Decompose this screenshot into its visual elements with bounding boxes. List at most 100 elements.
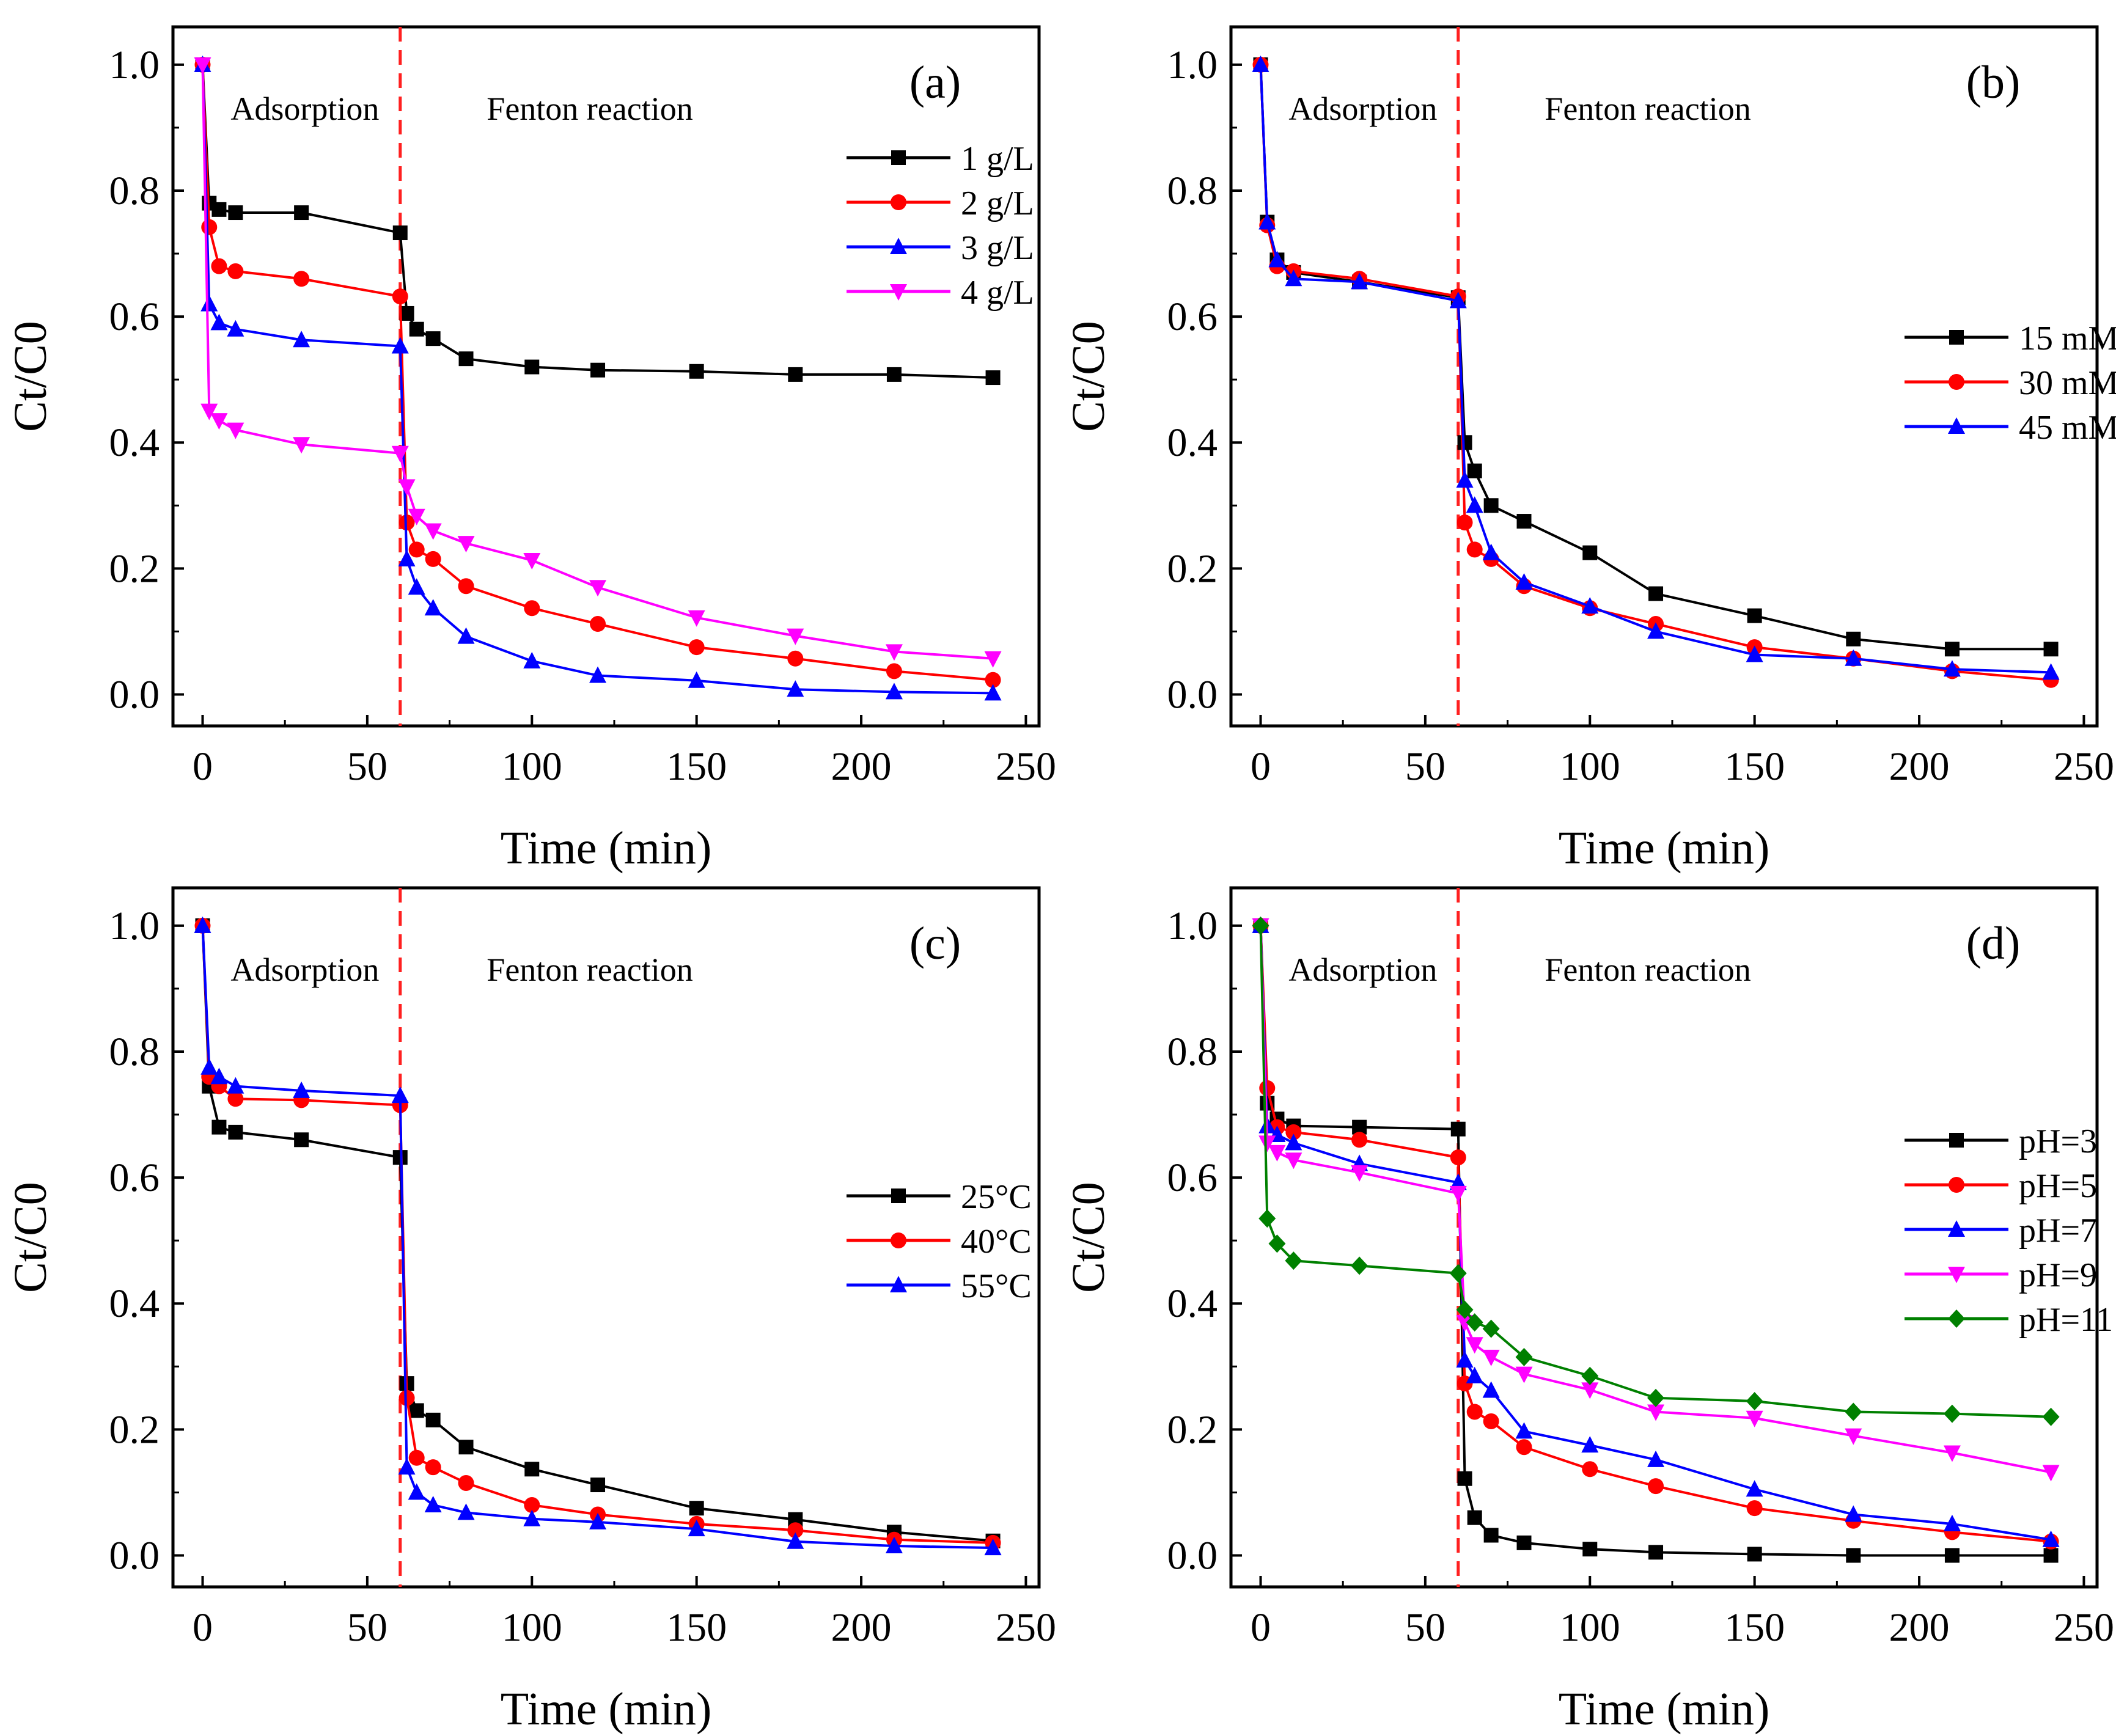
panel-d: 0 50 100 150 200 250 0.0 0.2 0.4 0.6 0.8 1.0 Time (m…: [1063, 886, 2114, 1735]
series-line: [1259, 925, 2051, 1418]
data-point: [409, 321, 424, 337]
data-point: [787, 628, 804, 645]
y-tick-label: 0.0: [109, 672, 160, 717]
data-point: [424, 523, 442, 540]
y-tick-label: 0.4: [1167, 420, 1218, 465]
data-point: [1515, 1422, 1533, 1439]
data-point: [227, 320, 244, 337]
data-point: [1515, 1366, 1533, 1383]
data-point: [1466, 1313, 1483, 1332]
y-tick-label: 0.4: [109, 1281, 160, 1326]
legend-label: pH=5: [2019, 1167, 2097, 1205]
data-point: [1466, 496, 1483, 513]
y-tick-label: 0.8: [1167, 169, 1218, 213]
legend-label: 2 g/L: [961, 185, 1034, 222]
legend-label: 3 g/L: [961, 229, 1034, 267]
series-line: [1259, 925, 2051, 1474]
data-point: [1268, 251, 1286, 268]
panel-c: 0 50 100 150 200 250 0.0 0.2 0.4 0.6 0.8 1.0 Time (m…: [5, 886, 1056, 1735]
y-tick-label: 0.2: [109, 546, 160, 591]
data-point: [590, 1478, 606, 1493]
data-point: [211, 258, 227, 274]
y-tick-label: 1.0: [1167, 43, 1218, 87]
series-line: [201, 64, 993, 681]
x-tick-label: 50: [1405, 1605, 1446, 1650]
data-point: [1351, 273, 1368, 290]
y-tick-label: 0.0: [1167, 672, 1218, 717]
data-point: [1456, 471, 1474, 488]
legend-marker: [1948, 417, 1965, 434]
series-pH=5: [1252, 917, 2059, 1550]
data-point: [1647, 622, 1665, 639]
data-point: [688, 1520, 705, 1537]
annotation-fenton: Fenton reaction: [1545, 951, 1750, 988]
x-tick-label: 150: [666, 744, 727, 789]
data-point: [688, 610, 705, 627]
y-axis-label: Ct/C0: [1063, 1182, 1114, 1293]
annotation-fenton: Fenton reaction: [487, 90, 692, 127]
plot-frame: [1229, 25, 2099, 728]
annotation-adsorption: Adsorption: [1288, 90, 1437, 127]
data-point: [1516, 514, 1532, 529]
plot-frame: [171, 886, 1041, 1589]
legend-marker: [1948, 1309, 1965, 1328]
series-line: [1259, 64, 2051, 651]
data-point: [984, 684, 1002, 701]
data-point: [408, 541, 425, 558]
data-point: [228, 1124, 243, 1140]
data-point: [1846, 1548, 1861, 1563]
data-point: [886, 367, 902, 382]
data-point: [787, 680, 804, 697]
series-line: [201, 64, 993, 660]
data-point: [985, 672, 1001, 688]
data-point: [210, 413, 228, 430]
data-point: [1582, 545, 1598, 560]
data-point: [787, 650, 804, 667]
legend-marker: [891, 1188, 906, 1203]
legend-marker: [1948, 1267, 1965, 1283]
data-point: [399, 1390, 415, 1406]
data-point: [201, 219, 218, 235]
data-point: [425, 1412, 441, 1427]
data-point: [1483, 1413, 1499, 1429]
data-point: [1581, 1382, 1599, 1399]
annotation-adsorption: Adsorption: [230, 90, 379, 127]
data-point: [1747, 1547, 1762, 1562]
data-point: [787, 1522, 804, 1539]
legend-marker: [1949, 330, 1964, 345]
y-tick-label: 0.8: [1167, 1030, 1218, 1074]
data-point: [523, 1509, 541, 1526]
panel-label: (c): [909, 918, 961, 969]
data-point: [1351, 1132, 1368, 1148]
series-pH=7: [1252, 916, 2060, 1547]
series-55°C: [194, 916, 1002, 1556]
data-point: [1944, 642, 1960, 657]
y-tick-label: 0.4: [1167, 1281, 1218, 1326]
data-point: [398, 1458, 416, 1475]
data-point: [425, 1459, 441, 1476]
data-point: [210, 313, 228, 331]
data-point: [590, 616, 606, 632]
data-point: [689, 364, 704, 379]
series-line: [201, 925, 993, 1550]
data-point: [1258, 213, 1276, 230]
legend-marker: [1948, 1220, 1965, 1237]
data-point: [885, 644, 903, 661]
data-point: [524, 1497, 540, 1514]
x-tick-label: 200: [831, 744, 892, 789]
data-point: [1482, 543, 1500, 560]
data-point: [1450, 1121, 1466, 1137]
legend-marker: [891, 1232, 906, 1248]
data-point: [1944, 1548, 1960, 1563]
data-point: [458, 1474, 474, 1491]
series-pH=11: [1252, 916, 2060, 1426]
data-point: [1457, 515, 1473, 531]
data-point: [787, 1532, 804, 1549]
series-25°C: [195, 918, 1001, 1548]
data-point: [293, 1081, 310, 1098]
x-tick-label: 200: [831, 1605, 892, 1650]
data-point: [523, 651, 541, 668]
data-point: [1515, 573, 1533, 590]
y-axis-label: Ct/C0: [1063, 321, 1114, 432]
data-point: [227, 422, 244, 439]
